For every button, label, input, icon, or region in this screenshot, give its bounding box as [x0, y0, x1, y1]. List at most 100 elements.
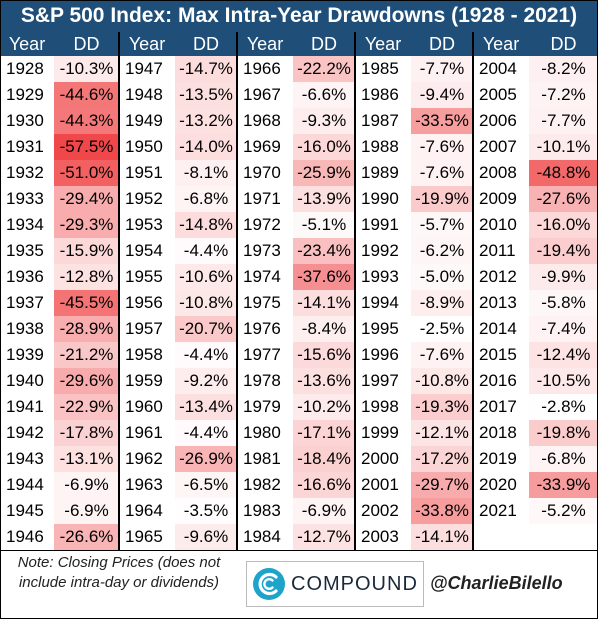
year-cell: 1945	[6, 501, 44, 520]
drawdown-cell: -25.9%	[293, 160, 355, 186]
year-cell: 1979	[243, 397, 281, 416]
year-cell: 1954	[125, 241, 163, 260]
drawdown-cell: -13.1%	[54, 446, 119, 472]
year-cell: 1998	[361, 397, 399, 416]
year-cell: 1992	[361, 241, 399, 260]
table-body: 1928 -10.3% 1929 -44.6% 1930 -44.3% 1931 -57.5%…	[0, 56, 598, 550]
compound-logo-icon	[253, 568, 285, 600]
drawdown-cell: -10.8%	[175, 290, 237, 316]
year-cell: 2002	[361, 501, 399, 520]
drawdown-cell: -4.4%	[175, 342, 237, 368]
author-handle: @CharlieBilello	[430, 573, 563, 593]
drawdown-cell: -14.1%	[411, 524, 473, 550]
year-cell: 1986	[361, 85, 399, 104]
drawdown-cell: -15.9%	[54, 238, 119, 264]
drawdown-cell: -4.4%	[175, 420, 237, 446]
drawdown-cell: -44.3%	[54, 108, 119, 134]
drawdown-cell: -29.3%	[54, 212, 119, 238]
column-header-row: Year DD Year DD Year DD Year DD Year DD	[0, 32, 598, 56]
year-cell: 1990	[361, 189, 399, 208]
drawdown-cell: -19.4%	[529, 238, 598, 264]
year-cell: 1955	[125, 267, 163, 286]
drawdown-cell: -8.1%	[175, 160, 237, 186]
year-cell: 2007	[479, 137, 517, 156]
drawdown-cell: -9.6%	[175, 524, 237, 550]
drawdown-cell: -6.8%	[529, 446, 598, 472]
column-divider	[472, 32, 474, 550]
drawdown-cell: -33.5%	[411, 108, 473, 134]
drawdown-cell: -5.8%	[529, 290, 598, 316]
drawdown-cell: -12.4%	[529, 342, 598, 368]
year-cell: 2013	[479, 293, 517, 312]
drawdown-cell: -9.3%	[293, 108, 355, 134]
column-divider	[236, 32, 238, 550]
year-cell: 1975	[243, 293, 281, 312]
header-year: Year	[364, 34, 402, 54]
year-cell: 1946	[6, 527, 44, 546]
year-cell: 1987	[361, 111, 399, 130]
year-cell: 2020	[479, 475, 517, 494]
year-cell: 2017	[479, 397, 517, 416]
drawdown-cell: -19.9%	[411, 186, 473, 212]
drawdown-cell: -26.6%	[54, 524, 119, 550]
drawdown-cell: -8.2%	[529, 56, 598, 82]
drawdown-cell: -6.5%	[175, 472, 237, 498]
header-year: Year	[8, 34, 46, 54]
drawdown-cell: -33.8%	[411, 498, 473, 524]
year-cell: 1941	[6, 397, 44, 416]
drawdown-cell: -7.6%	[411, 134, 473, 160]
footer: Note: Closing Prices (does not include i…	[0, 550, 598, 620]
drawdown-cell: -7.4%	[529, 316, 598, 342]
drawdown-cell: -10.6%	[175, 264, 237, 290]
year-cell: 2005	[479, 85, 517, 104]
header-year: Year	[128, 34, 166, 54]
year-cell: 1958	[125, 345, 163, 364]
drawdown-cell: -12.1%	[411, 420, 473, 446]
year-cell: 2008	[479, 163, 517, 182]
year-cell: 1974	[243, 267, 281, 286]
drawdown-cell: -26.9%	[175, 446, 237, 472]
year-cell: 2004	[479, 59, 517, 78]
year-cell: 1969	[243, 137, 281, 156]
drawdown-cell: -33.9%	[529, 472, 598, 498]
drawdown-cell: -6.6%	[293, 82, 355, 108]
logo-wordmark: COMPOUND	[291, 573, 418, 595]
drawdown-cell: -5.2%	[529, 498, 598, 524]
drawdown-cell: -22.9%	[54, 394, 119, 420]
header-dd: DD	[429, 34, 455, 54]
year-cell: 1989	[361, 163, 399, 182]
year-cell: 1993	[361, 267, 399, 286]
year-cell: 1930	[6, 111, 44, 130]
year-cell: 2011	[479, 241, 516, 260]
drawdown-cell: -6.9%	[293, 498, 355, 524]
drawdown-cell: -10.2%	[293, 394, 355, 420]
year-cell: 1933	[6, 189, 44, 208]
drawdown-cell: -10.3%	[54, 56, 119, 82]
year-cell: 2015	[479, 345, 517, 364]
drawdown-cell: -13.5%	[175, 82, 237, 108]
drawdown-cell: -13.9%	[293, 186, 355, 212]
drawdown-cell: -17.1%	[293, 420, 355, 446]
drawdown-cell: -10.1%	[529, 134, 598, 160]
year-cell: 1951	[125, 163, 163, 182]
year-cell: 1948	[125, 85, 163, 104]
drawdown-cell: -4.4%	[175, 238, 237, 264]
column-divider	[354, 32, 356, 550]
drawdown-cell: -13.2%	[175, 108, 237, 134]
year-cell: 1950	[125, 137, 163, 156]
year-cell: 1952	[125, 189, 163, 208]
drawdown-cell: -27.6%	[529, 186, 598, 212]
column-divider	[118, 32, 120, 550]
year-cell: 2014	[479, 319, 517, 338]
year-cell: 1984	[243, 527, 281, 546]
year-cell: 1981	[243, 449, 281, 468]
year-cell: 1936	[6, 267, 44, 286]
year-cell: 1953	[125, 215, 163, 234]
compound-logo: COMPOUND	[246, 561, 424, 607]
drawdown-cell: -29.4%	[54, 186, 119, 212]
year-cell: 2003	[361, 527, 399, 546]
year-cell: 1947	[125, 59, 163, 78]
year-cell: 2001	[361, 475, 399, 494]
chart-title: S&P 500 Index: Max Intra-Year Drawdowns …	[0, 0, 598, 32]
year-cell: 1928	[6, 59, 44, 78]
